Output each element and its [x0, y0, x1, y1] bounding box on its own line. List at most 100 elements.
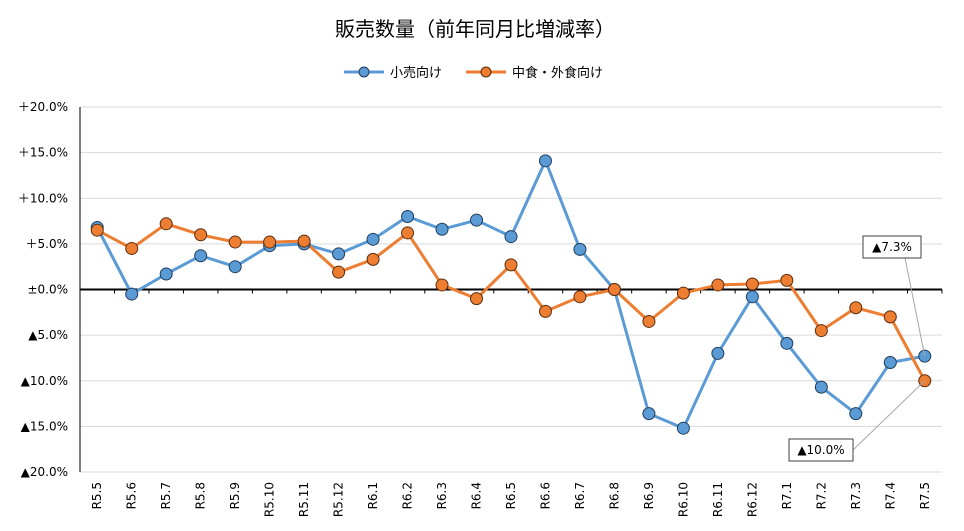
- data-point-1: [332, 265, 346, 279]
- legend-label-foodservice: 中食・外食向け: [512, 65, 603, 81]
- data-point-1: [297, 234, 311, 248]
- series-line-0: [95, 159, 926, 430]
- data-point-0: [780, 336, 794, 350]
- x-tick-label: R5.11: [297, 482, 311, 517]
- legend-item-foodservice: 中食・外食向け: [466, 65, 603, 81]
- data-point-0: [642, 407, 656, 421]
- y-tick-label: ＋20.0%: [18, 100, 68, 114]
- y-tick-label: ＋5.0%: [26, 237, 69, 251]
- x-tick-label: R6.9: [642, 482, 656, 509]
- data-point-1: [263, 235, 277, 249]
- data-point-1: [401, 226, 415, 240]
- y-tick-label: ▲15.0%: [21, 419, 68, 433]
- callout-box: [788, 438, 854, 462]
- data-point-0: [676, 421, 690, 435]
- x-tick-label: R7.3: [849, 482, 863, 509]
- data-point-1: [90, 223, 104, 237]
- data-point-0: [194, 249, 208, 263]
- data-point-0: [332, 247, 346, 261]
- chart-title: 販売数量（前年同月比増減率）: [335, 17, 615, 41]
- x-tick-label: R6.11: [711, 482, 725, 517]
- data-point-0: [883, 356, 897, 369]
- data-point-1: [607, 283, 621, 296]
- data-point-0: [366, 232, 380, 246]
- legend-label-retail: 小売向け: [390, 65, 442, 81]
- data-point-1: [435, 278, 449, 292]
- data-point-1: [194, 228, 208, 242]
- y-tick-label: ▲5.0%: [28, 328, 68, 342]
- x-tick-label: R5.6: [125, 482, 139, 509]
- legend-marker-foodservice: [480, 66, 492, 78]
- data-point-0: [538, 154, 552, 168]
- data-point-1: [883, 310, 897, 324]
- callout-label: ▲7.3%: [872, 240, 912, 254]
- data-point-1: [125, 241, 139, 255]
- y-tick-label: ＋10.0%: [18, 191, 68, 205]
- x-tick-label: R6.3: [435, 482, 449, 509]
- x-tick-label: R5.8: [194, 482, 208, 509]
- data-point-1: [849, 301, 863, 315]
- callout-leader: [852, 380, 926, 451]
- x-tick-label: R5.9: [228, 482, 242, 509]
- callout-box: [862, 235, 922, 259]
- x-tick-label: R5.7: [159, 482, 173, 509]
- y-tick-label: ▲20.0%: [21, 465, 68, 479]
- callouts: ▲7.3% ▲10.0%: [788, 235, 926, 462]
- data-point-1: [504, 258, 518, 272]
- x-tick-label: R7.5: [918, 482, 932, 509]
- data-point-0: [504, 230, 518, 244]
- data-point-1: [711, 278, 725, 292]
- x-tick-label: R6.10: [676, 482, 690, 517]
- legend-item-retail: 小売向け: [344, 65, 442, 81]
- x-tick-label: R6.5: [504, 482, 518, 509]
- legend: 小売向け 中食・外食向け: [344, 65, 603, 81]
- data-point-1: [642, 314, 656, 328]
- y-tick-label: ＋15.0%: [18, 146, 68, 160]
- x-tick-label: R6.8: [607, 482, 621, 509]
- axes: [79, 107, 943, 472]
- data-point-1: [159, 217, 173, 231]
- data-point-0: [573, 242, 587, 256]
- data-point-0: [125, 287, 139, 301]
- x-tick-label: R5.12: [332, 482, 346, 517]
- data-point-0: [470, 213, 484, 227]
- data-point-1: [745, 277, 759, 291]
- series-layer: [90, 154, 932, 435]
- callout-label: ▲10.0%: [797, 443, 844, 457]
- data-point-1: [228, 235, 242, 249]
- data-point-1: [366, 252, 380, 266]
- data-point-1: [573, 290, 587, 304]
- data-point-0: [849, 407, 863, 421]
- data-point-1: [470, 292, 484, 306]
- data-point-0: [745, 290, 759, 304]
- data-point-0: [228, 260, 242, 274]
- legend-marker-retail: [358, 66, 370, 78]
- data-point-1: [538, 304, 552, 318]
- y-tick-label: ▲10.0%: [21, 374, 68, 388]
- x-tick-label: R7.4: [883, 482, 897, 509]
- y-tick-label: ±0.0%: [27, 283, 68, 297]
- x-tick-label: R6.4: [470, 482, 484, 509]
- series-line-1: [96, 222, 927, 382]
- data-point-1: [780, 273, 794, 287]
- y-axis-ticks: ＋20.0% ＋15.0% ＋10.0% ＋5.0% ±0.0% ▲5.0% ▲10.0% ▲…: [18, 100, 68, 479]
- data-point-0: [159, 267, 173, 281]
- data-point-0: [814, 380, 828, 394]
- x-tick-label: R5.10: [263, 482, 277, 517]
- x-axis-ticks: R5.5 R5.6 R5.7 R5.8 R5.9 R5.10 R5.11 R5.12 R6.1 R…: [90, 482, 932, 517]
- x-tick-label: R6.1: [366, 482, 380, 509]
- data-point-1: [814, 324, 828, 338]
- x-tick-label: R7.1: [780, 482, 794, 509]
- callout-leader: [904, 257, 926, 357]
- data-point-0: [435, 222, 449, 236]
- data-point-0: [711, 346, 725, 360]
- x-tick-label: R6.2: [401, 482, 415, 509]
- x-tick-label: R6.12: [745, 482, 759, 517]
- x-tick-label: R5.5: [90, 482, 104, 509]
- data-point-0: [401, 210, 415, 223]
- x-tick-label: R7.2: [814, 482, 828, 509]
- gridlines: [80, 106, 942, 473]
- x-tick-label: R6.6: [538, 482, 552, 509]
- data-point-1: [676, 286, 690, 300]
